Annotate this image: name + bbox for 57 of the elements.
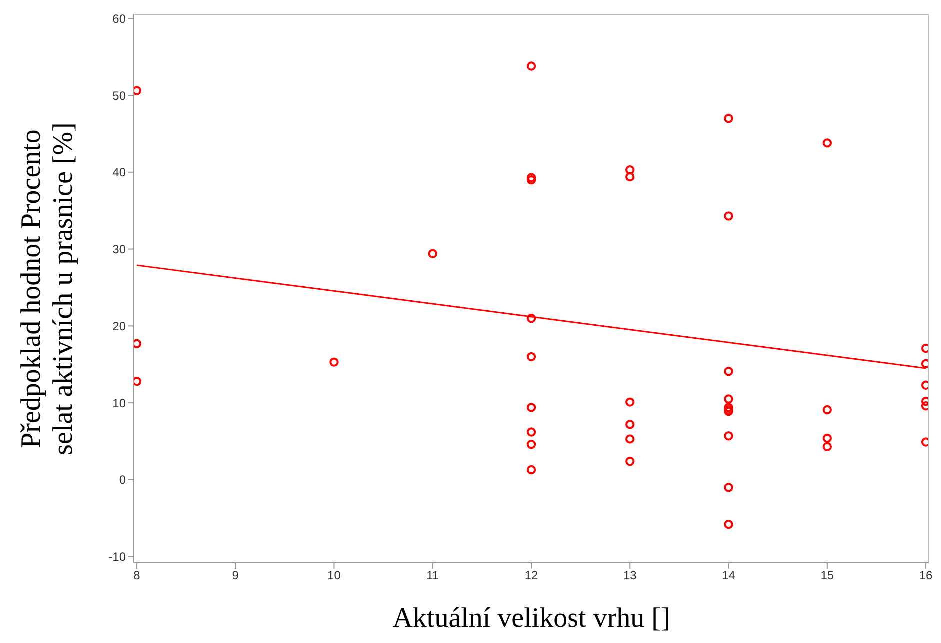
- point: [626, 420, 635, 430]
- y-axis-title: Předpoklad hodnot Procento selat aktivních u prasnice [%]: [16, 122, 80, 455]
- point: [921, 344, 929, 354]
- point: [921, 380, 929, 390]
- point: [526, 428, 536, 437]
- x-tick-label: 15: [820, 568, 834, 583]
- y-tick-label: 10: [112, 396, 126, 410]
- y-tick-label: 40: [112, 166, 126, 180]
- y-tick-label: 50: [112, 88, 126, 103]
- point: [526, 175, 536, 185]
- y-tick-label: -10: [108, 550, 126, 564]
- point: [921, 359, 929, 368]
- point: [724, 366, 734, 376]
- point: [626, 434, 635, 444]
- point: [822, 138, 832, 148]
- point: [526, 465, 536, 475]
- x-tick-label: 9: [232, 568, 240, 583]
- point: [134, 86, 142, 96]
- point: [921, 438, 929, 447]
- x-tick-label: 14: [722, 568, 736, 583]
- point: [724, 483, 734, 492]
- point: [428, 249, 438, 258]
- point: [724, 212, 734, 221]
- point: [526, 440, 536, 450]
- point: [724, 432, 734, 441]
- point: [526, 403, 536, 412]
- point: [724, 394, 734, 404]
- y-tick-label: 60: [112, 12, 126, 26]
- x-tick-label: 13: [623, 568, 638, 583]
- point: [330, 358, 339, 367]
- point: [526, 314, 536, 324]
- x-tick-label: 16: [919, 568, 934, 583]
- point: [822, 405, 832, 415]
- point: [626, 172, 635, 182]
- point: [724, 520, 734, 530]
- point: [626, 165, 635, 175]
- point: [724, 114, 734, 124]
- x-tick-label: 10: [328, 568, 342, 583]
- point: [822, 442, 832, 452]
- point: [526, 352, 536, 362]
- point: [626, 456, 635, 466]
- y-tick-label: 30: [112, 242, 126, 257]
- y-tick-label: 20: [112, 319, 126, 334]
- point: [822, 434, 832, 444]
- point: [134, 376, 142, 386]
- point: [134, 339, 142, 348]
- y-tick-label: 0: [119, 473, 126, 488]
- point: [724, 403, 734, 412]
- point: [526, 173, 536, 182]
- x-tick-label: 11: [426, 568, 440, 583]
- point: [626, 398, 635, 407]
- x-tick-label: 8: [134, 568, 141, 583]
- point: [526, 62, 536, 71]
- point: [921, 396, 929, 406]
- x-axis-title: Aktuální velikost vrhu []: [392, 603, 672, 635]
- x-tick-label: 12: [524, 568, 538, 583]
- point: [921, 402, 929, 411]
